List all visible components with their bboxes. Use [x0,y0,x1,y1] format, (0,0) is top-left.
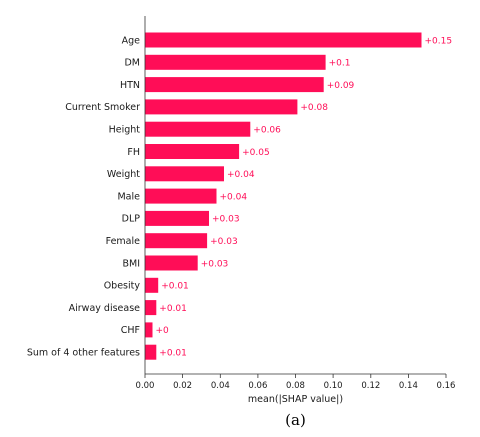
figure-caption: (a) [285,411,306,429]
category-labels-group: Age DM HTN Current Smoker Height FH Weight Male… [27,35,141,358]
category-label-weight: Weight [107,169,140,180]
value-label-female: +0.03 [210,237,238,247]
category-label-airway-disease: Airway disease [69,303,141,314]
bar-fh [145,144,240,159]
category-label-fh: FH [127,147,140,158]
bar-dm [145,54,326,70]
x-ticks-group: 0.00 0.02 0.04 0.06 0.08 0.10 0.12 0.14 0.16 [136,374,456,391]
bar-sum-of-4-other-features [145,344,157,360]
bar-height [145,121,251,137]
bar-dlp [145,210,209,226]
bar-chf [145,322,153,338]
value-label-male: +0.04 [220,192,248,202]
value-label-bmi: +0.03 [201,259,229,269]
x-tick-label: 0.16 [437,381,456,391]
value-label-height: +0.06 [253,126,281,136]
bar-obesity [145,277,159,293]
x-tick-label: 0.06 [248,381,267,391]
category-label-female: Female [106,236,141,247]
x-tick-label: 0.12 [361,381,380,391]
value-label-dm: +0.1 [329,59,351,69]
value-label-dlp: +0.03 [212,215,240,225]
category-label-current-smoker: Current Smoker [65,102,140,113]
category-label-dlp: DLP [122,214,141,225]
value-label-age: +0.15 [425,36,453,46]
x-tick-label: 0.00 [136,381,155,391]
value-label-current-smoker: +0.08 [300,103,328,113]
bar-bmi [145,255,198,271]
bar-current-smoker [145,99,298,115]
bar-weight [145,166,224,182]
value-label-htn: +0.09 [327,81,355,91]
value-label-obesity: +0.01 [161,282,189,292]
value-label-chf: +0 [156,326,170,336]
x-tick-label: 0.10 [324,381,343,391]
category-label-age: Age [122,35,141,46]
x-tick-label: 0.02 [173,381,192,391]
bar-airway-disease [145,300,157,316]
x-axis-title: mean(|SHAP value|) [248,394,343,405]
bar-age [145,32,422,48]
value-label-airway-disease: +0.01 [159,304,187,314]
value-labels-group: +0.15 +0.1 +0.09 +0.08 +0.06 +0.05 +0.04 +0.04 +… [156,36,453,358]
x-tick-label: 0.14 [399,381,418,391]
bar-male [145,188,217,204]
x-tick-label: 0.04 [211,381,230,391]
bars-group [145,32,422,360]
category-label-chf: CHF [121,325,140,336]
value-label-fh: +0.05 [242,148,270,158]
x-tick-label: 0.08 [286,381,305,391]
bar-female [145,233,208,249]
category-label-sum-of-4-other-features: Sum of 4 other features [27,348,140,359]
category-label-obesity: Obesity [104,281,141,292]
category-label-bmi: BMI [122,258,140,269]
category-label-dm: DM [124,58,140,69]
category-label-height: Height [109,125,141,136]
value-label-weight: +0.04 [227,170,255,180]
bar-htn [145,77,324,93]
category-label-htn: HTN [120,80,140,91]
value-label-sum-of-4-other-features: +0.01 [159,349,187,359]
category-label-male: Male [117,191,140,202]
